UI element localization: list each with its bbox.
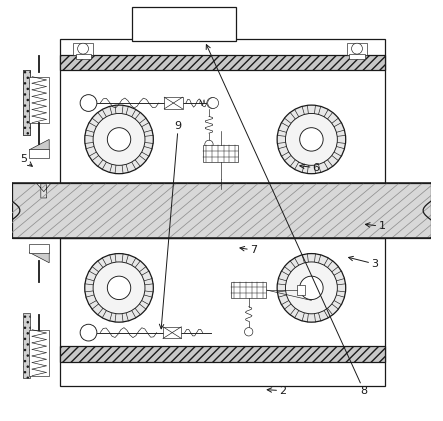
- Circle shape: [300, 128, 323, 151]
- Circle shape: [107, 128, 131, 151]
- Text: 3: 3: [349, 256, 378, 269]
- Circle shape: [93, 262, 145, 314]
- Bar: [347, 43, 367, 54]
- Circle shape: [300, 276, 323, 300]
- Bar: [132, 7, 236, 41]
- Circle shape: [207, 98, 218, 109]
- Bar: [61, 39, 385, 187]
- Bar: [29, 77, 49, 123]
- Text: 2: 2: [267, 386, 286, 396]
- Text: 9: 9: [159, 121, 182, 329]
- Bar: [297, 285, 305, 295]
- Polygon shape: [29, 252, 49, 263]
- Bar: [203, 145, 238, 162]
- Circle shape: [93, 114, 145, 165]
- Bar: [61, 54, 385, 70]
- Text: 6: 6: [300, 163, 320, 173]
- Circle shape: [78, 43, 89, 54]
- Bar: [23, 70, 31, 135]
- Bar: [231, 282, 266, 298]
- Bar: [23, 70, 31, 135]
- Bar: [76, 53, 91, 59]
- Circle shape: [80, 324, 97, 341]
- Circle shape: [277, 253, 346, 322]
- Bar: [73, 43, 93, 54]
- Circle shape: [208, 98, 218, 109]
- Bar: [23, 313, 31, 378]
- Bar: [29, 244, 49, 253]
- Circle shape: [245, 328, 253, 336]
- Bar: [164, 97, 183, 109]
- Text: 1: 1: [365, 221, 385, 231]
- Circle shape: [85, 105, 153, 174]
- Bar: [29, 149, 49, 158]
- Polygon shape: [29, 139, 49, 150]
- Circle shape: [107, 276, 131, 300]
- Text: 5: 5: [20, 155, 32, 166]
- Circle shape: [205, 140, 213, 149]
- Bar: [163, 327, 181, 338]
- Circle shape: [352, 43, 362, 54]
- Polygon shape: [37, 183, 51, 198]
- Circle shape: [80, 95, 97, 112]
- Circle shape: [277, 105, 346, 174]
- Text: 8: 8: [206, 45, 368, 396]
- Circle shape: [285, 262, 338, 314]
- Bar: [61, 346, 385, 362]
- Text: 7: 7: [240, 245, 257, 255]
- Polygon shape: [12, 183, 431, 238]
- Circle shape: [285, 114, 338, 165]
- Bar: [61, 238, 385, 386]
- Bar: [29, 330, 49, 376]
- Circle shape: [85, 253, 153, 322]
- Bar: [350, 53, 365, 59]
